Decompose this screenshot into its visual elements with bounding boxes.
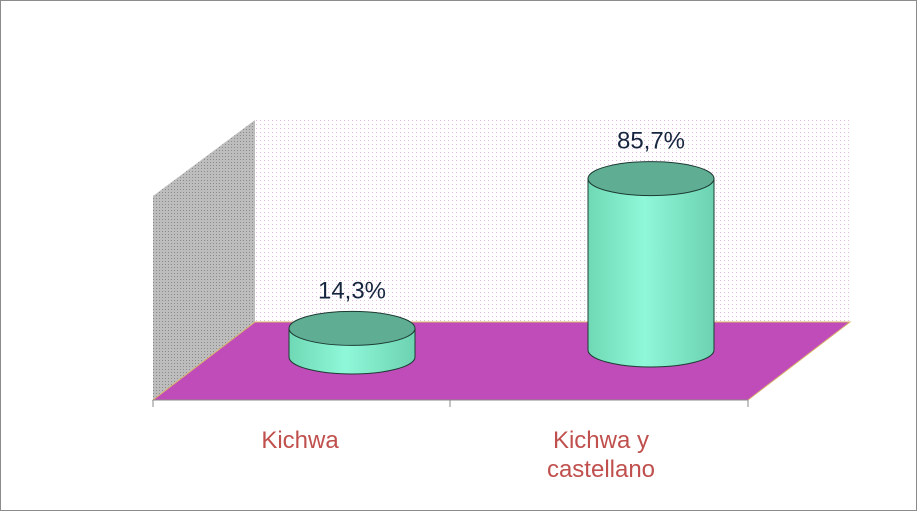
cylinder-top xyxy=(288,310,416,346)
x-tick-label: Kichwa xyxy=(261,427,339,454)
cylinder-top xyxy=(587,161,715,197)
value-label: 14,3% xyxy=(318,277,386,304)
side-wall xyxy=(153,120,255,400)
x-tick-label: Kichwa y castellano xyxy=(546,427,656,483)
cylinder-body xyxy=(587,178,715,368)
floor xyxy=(151,321,852,401)
value-label: 85,7% xyxy=(617,128,685,155)
